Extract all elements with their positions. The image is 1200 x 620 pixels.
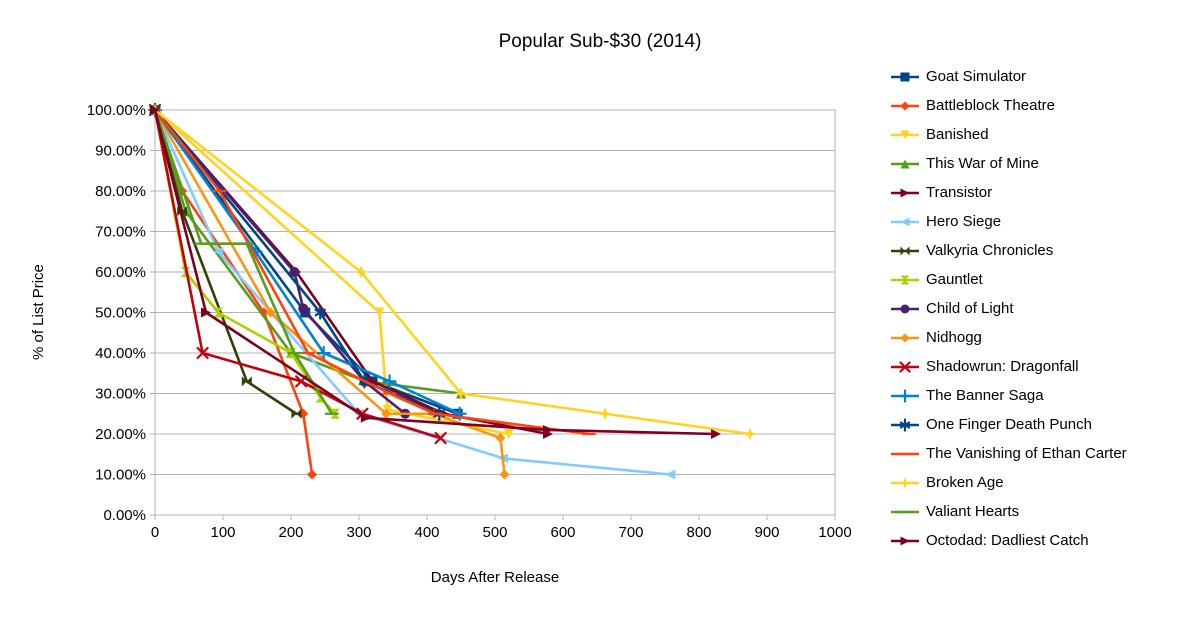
y-tick-label: 100.00% [87,102,146,119]
legend-marker-icon [891,130,919,139]
legend-label: Shadowrun: Dragonfall [926,358,1079,375]
legend-item-banished: Banished [890,120,1127,149]
y-tick-label: 0.00% [103,507,146,524]
legend-label: Banished [926,126,989,143]
y-tick-label: 70.00% [95,224,146,241]
legend-label: Transistor [926,184,993,201]
legend-marker-icon [891,159,919,168]
legend-label: Hero Siege [926,213,1002,230]
legend-marker-icon [891,304,919,313]
y-tick-label: 60.00% [95,264,146,281]
legend-item-hero-siege: Hero Siege [890,207,1127,236]
legend-label: Broken Age [926,474,1004,491]
legend-marker-icon [891,536,919,545]
legend-label: The Banner Saga [926,387,1044,404]
y-tick-label: 50.00% [95,305,146,322]
legend-label: The Vanishing of Ethan Carter [926,445,1127,462]
x-tick-label: 200 [278,524,303,541]
legend-item-one-finger-death-punch: One Finger Death Punch [890,410,1127,439]
x-tick-label: 300 [346,524,371,541]
legend-item-octodad-dadliest-catch: Octodad: Dadliest Catch [890,526,1127,555]
x-axis-label: Days After Release [430,569,560,586]
legend-label: Valkyria Chronicles [926,242,1054,259]
x-tick-label: 100 [210,524,235,541]
legend-marker-icon [891,333,919,342]
series-hero-siege [150,105,676,480]
legend-item-the-vanishing-of-ethan-carter: The Vanishing of Ethan Carter [890,439,1127,468]
legend-label: Valiant Hearts [926,503,1020,520]
chart-legend: Goat Simulator Battleblock Theatre Banishe… [890,62,1127,555]
legend-marker-icon [891,452,919,455]
legend-marker-icon [891,388,919,403]
y-tick-label: 20.00% [95,426,146,443]
legend-label: One Finger Death Punch [926,416,1092,433]
x-tick-label: 500 [482,524,507,541]
plot-frame [154,109,836,516]
legend-item-this-war-of-mine: This War of Mine [890,149,1127,178]
series-battleblock-theatre [150,105,318,480]
series-valiant-hearts [147,108,339,416]
y-tick-label: 30.00% [95,386,146,403]
series-the-vanishing-of-ethan-carter [147,108,596,436]
chart-title: Popular Sub-$30 (2014) [498,31,702,52]
x-tick-label: 1000 [818,524,851,541]
x-tick-label: 800 [686,524,711,541]
legend-marker-icon [891,476,919,489]
legend-item-battleblock-theatre: Battleblock Theatre [890,91,1127,120]
legend-item-gauntlet: Gauntlet [890,265,1127,294]
legend-marker-icon [891,217,919,226]
x-tick-label: 400 [414,524,439,541]
legend-marker-icon [891,360,919,373]
legend-marker-icon [891,510,919,513]
x-tick-label: 600 [550,524,575,541]
legend-item-broken-age: Broken Age [890,468,1127,497]
legend-label: Gauntlet [926,271,983,288]
legend-item-valiant-hearts: Valiant Hearts [890,497,1127,526]
legend-label: This War of Mine [926,155,1039,172]
x-tick-label: 700 [618,524,643,541]
legend-label: Goat Simulator [926,68,1027,85]
legend-marker-icon [891,275,919,284]
series-octodad-dadliest-catch [150,105,721,439]
legend-item-goat-simulator: Goat Simulator [890,62,1127,91]
legend-marker-icon [891,101,919,110]
legend-label: Battleblock Theatre [926,97,1055,114]
legend-marker-icon [891,417,919,432]
legend-marker-icon [891,72,919,81]
legend-item-valkyria-chronicles: Valkyria Chronicles [890,236,1127,265]
legend-marker-icon [891,246,919,255]
legend-label: Nidhogg [926,329,982,346]
legend-item-child-of-light: Child of Light [890,294,1127,323]
legend-item-shadowrun-dragonfall: Shadowrun: Dragonfall [890,352,1127,381]
legend-label: Octodad: Dadliest Catch [926,532,1089,549]
legend-label: Child of Light [926,300,1014,317]
y-tick-label: 10.00% [95,467,146,484]
y-tick-label: 40.00% [95,345,146,362]
legend-marker-icon [891,188,919,197]
legend-item-the-banner-saga: The Banner Saga [890,381,1127,410]
legend-item-transistor: Transistor [890,178,1127,207]
x-tick-label: 0 [151,524,159,541]
y-tick-label: 90.00% [95,143,146,160]
y-tick-label: 80.00% [95,183,146,200]
legend-item-nidhogg: Nidhogg [890,323,1127,352]
x-tick-label: 900 [754,524,779,541]
